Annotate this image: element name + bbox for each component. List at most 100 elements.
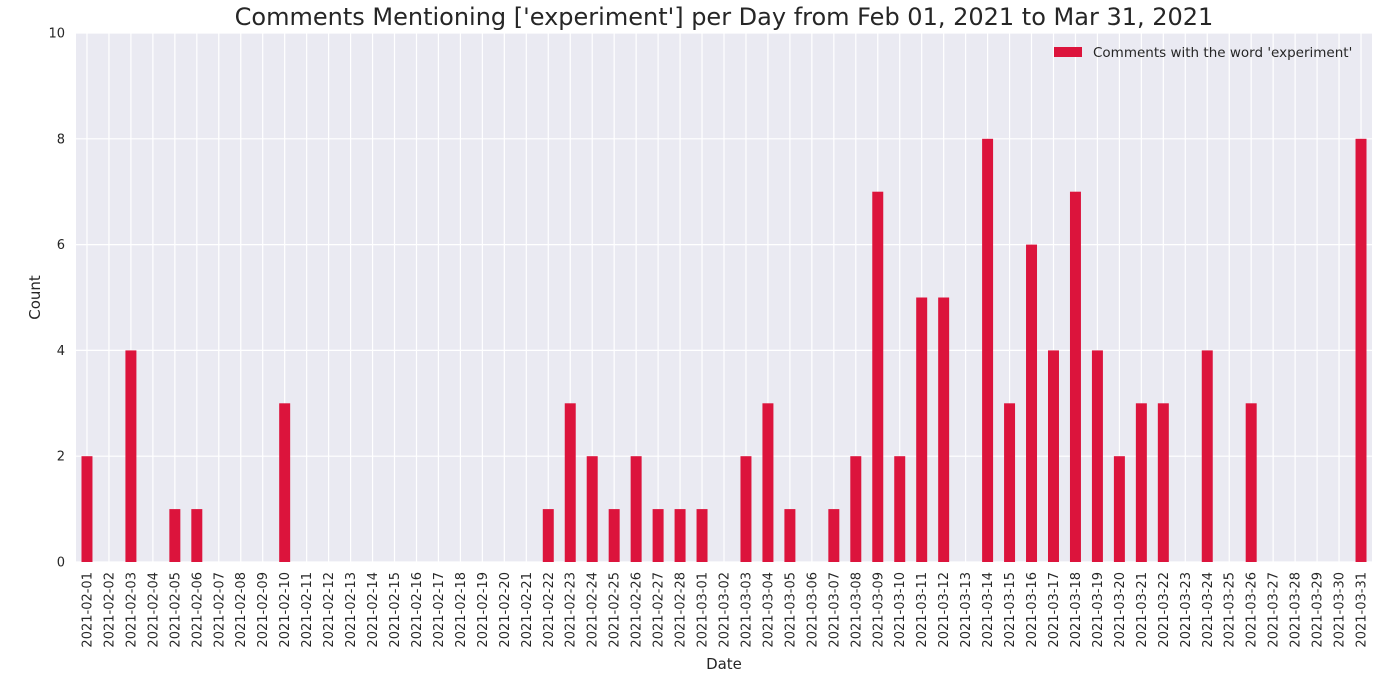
x-tick-label: 2021-03-11 — [915, 572, 930, 648]
bar — [169, 509, 181, 562]
x-tick-label: 2021-02-16 — [410, 572, 425, 648]
y-tick-label: 2 — [57, 450, 65, 465]
bar — [1091, 350, 1103, 562]
x-tick-label: 2021-03-07 — [827, 572, 842, 648]
bar — [872, 191, 884, 562]
x-tick-label: 2021-03-01 — [696, 572, 711, 648]
x-tick-label: 2021-03-03 — [739, 572, 754, 648]
bar — [1135, 403, 1147, 562]
x-tick-label: 2021-03-14 — [981, 572, 996, 648]
x-tick-label: 2021-03-12 — [937, 572, 952, 648]
bar — [762, 403, 774, 562]
bar — [125, 350, 137, 562]
bar — [564, 403, 576, 562]
bar — [1048, 350, 1059, 562]
x-tick-label: 2021-02-09 — [256, 572, 271, 648]
x-tick-label: 2021-03-06 — [805, 572, 820, 648]
x-tick-label: 2021-02-08 — [234, 572, 249, 648]
bar — [608, 509, 620, 562]
bar — [850, 456, 862, 562]
y-tick-label: 0 — [57, 556, 65, 571]
x-tick-label: 2021-03-13 — [959, 572, 974, 648]
legend: Comments with the word 'experiment' — [1054, 45, 1352, 61]
x-tick-label: 2021-03-02 — [718, 572, 733, 648]
bar — [630, 456, 642, 562]
x-tick-label: 2021-02-21 — [520, 572, 535, 648]
bar — [828, 509, 840, 562]
y-tick-labels: 0 2 4 6 8 10 — [48, 27, 65, 571]
x-tick-label: 2021-03-28 — [1289, 572, 1304, 648]
x-tick-label: 2021-02-07 — [212, 572, 227, 648]
x-tick-label: 2021-02-10 — [278, 572, 293, 648]
x-tick-label: 2021-02-27 — [652, 572, 667, 648]
x-tick-label: 2021-03-31 — [1355, 572, 1370, 648]
x-tick-label: 2021-02-25 — [608, 572, 623, 648]
chart-title: Comments Mentioning ['experiment'] per D… — [235, 3, 1214, 31]
x-tick-label: 2021-02-18 — [454, 572, 469, 648]
x-tick-label: 2021-03-20 — [1113, 572, 1128, 648]
bar — [938, 297, 950, 562]
x-tick-label: 2021-03-08 — [849, 572, 864, 648]
bar — [191, 509, 203, 562]
x-tick-label: 2021-02-17 — [432, 572, 447, 648]
legend-swatch — [1054, 47, 1082, 57]
x-tick-label: 2021-03-18 — [1069, 572, 1084, 648]
x-tick-label: 2021-02-23 — [564, 572, 579, 648]
x-tick-label: 2021-02-22 — [542, 572, 557, 648]
x-axis-label: Date — [706, 655, 742, 673]
bar — [916, 297, 928, 562]
bar — [1245, 403, 1257, 562]
x-tick-label: 2021-03-05 — [783, 572, 798, 648]
x-tick-label: 2021-02-28 — [674, 572, 689, 648]
bar — [586, 456, 598, 562]
x-tick-label: 2021-02-11 — [300, 572, 315, 648]
bar — [1157, 403, 1169, 562]
bar — [542, 509, 554, 562]
x-tick-label: 2021-03-25 — [1223, 572, 1238, 648]
bar — [1069, 191, 1081, 562]
bar — [784, 509, 796, 562]
bar — [1113, 456, 1125, 562]
bar — [740, 456, 752, 562]
legend-label: Comments with the word 'experiment' — [1093, 45, 1352, 61]
x-tick-label: 2021-03-09 — [871, 572, 886, 648]
x-tick-label: 2021-03-21 — [1135, 572, 1150, 648]
bar — [674, 509, 686, 562]
x-tick-label: 2021-03-17 — [1047, 572, 1062, 648]
x-tick-label: 2021-03-10 — [893, 572, 908, 648]
x-tick-label: 2021-03-15 — [1003, 572, 1018, 648]
y-axis-label: Count — [26, 275, 44, 320]
y-tick-label: 10 — [48, 27, 65, 42]
x-tick-label: 2021-03-19 — [1091, 572, 1106, 648]
bar — [652, 509, 664, 562]
x-tick-label: 2021-02-13 — [344, 572, 359, 648]
x-tick-label: 2021-03-26 — [1245, 572, 1260, 648]
bar — [696, 509, 708, 562]
y-tick-label: 6 — [57, 238, 65, 253]
bar — [1026, 244, 1038, 562]
x-tick-label: 2021-02-19 — [476, 572, 491, 648]
bar — [279, 403, 291, 562]
x-tick-label: 2021-02-05 — [168, 572, 183, 648]
y-tick-label: 4 — [57, 344, 65, 359]
x-tick-label: 2021-03-29 — [1311, 572, 1326, 648]
x-tick-label: 2021-02-26 — [630, 572, 645, 648]
bars — [81, 138, 1367, 563]
x-tick-label: 2021-03-22 — [1157, 572, 1172, 648]
x-tick-label: 2021-02-06 — [190, 572, 205, 648]
bar — [81, 456, 93, 562]
x-tick-label: 2021-02-15 — [388, 572, 403, 648]
x-tick-label: 2021-03-23 — [1179, 572, 1194, 648]
x-tick-label: 2021-02-03 — [124, 572, 139, 648]
x-tick-labels: 2021-02-01 2021-02-02 2021-02-03 2021-02-04… — [80, 572, 1369, 648]
x-tick-label: 2021-02-20 — [498, 572, 513, 648]
bar — [1004, 403, 1016, 562]
x-tick-label: 2021-03-24 — [1201, 572, 1216, 648]
bar — [1201, 350, 1213, 562]
x-tick-label: 2021-02-02 — [102, 572, 117, 648]
x-tick-label: 2021-03-27 — [1267, 572, 1282, 648]
x-tick-label: 2021-02-12 — [322, 572, 337, 648]
x-tick-label: 2021-02-04 — [146, 572, 161, 648]
